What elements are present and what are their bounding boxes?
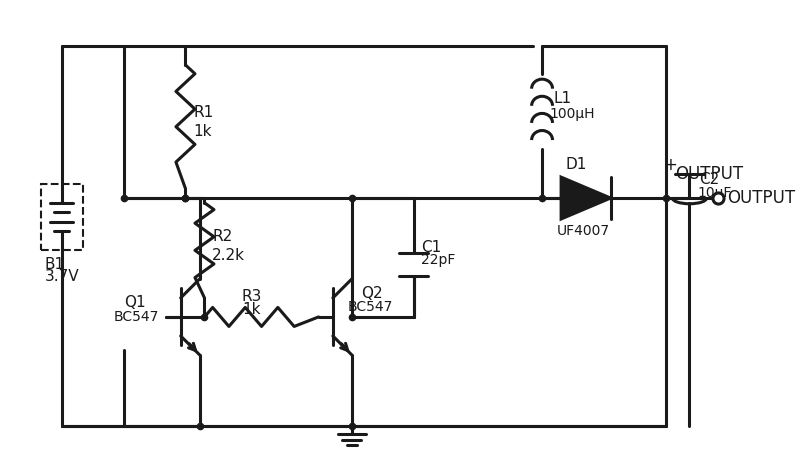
Text: 1k: 1k [242, 302, 262, 317]
Text: BC547: BC547 [347, 300, 393, 315]
Text: 100μH: 100μH [550, 108, 595, 121]
Text: 10μF: 10μF [697, 186, 731, 200]
Text: R1: R1 [193, 105, 214, 120]
Text: 2.2k: 2.2k [212, 248, 245, 263]
Text: L1: L1 [554, 91, 572, 106]
Text: Q2: Q2 [362, 286, 383, 301]
Text: OUTPUT: OUTPUT [675, 165, 743, 183]
Text: B1: B1 [45, 257, 65, 272]
Text: UF4007: UF4007 [556, 224, 610, 238]
Polygon shape [561, 177, 610, 219]
Text: C2: C2 [699, 171, 719, 187]
Text: D1: D1 [566, 157, 587, 172]
Text: R2: R2 [212, 228, 232, 244]
Text: Q1: Q1 [124, 295, 146, 310]
Text: BC547: BC547 [114, 310, 159, 324]
Text: C1: C1 [422, 240, 442, 255]
Text: 22pF: 22pF [422, 253, 456, 267]
Text: 1k: 1k [193, 124, 211, 139]
Text: +: + [663, 156, 677, 174]
Text: 3.7V: 3.7V [45, 269, 79, 285]
Text: R3: R3 [242, 288, 262, 304]
Text: OUTPUT: OUTPUT [727, 189, 796, 207]
